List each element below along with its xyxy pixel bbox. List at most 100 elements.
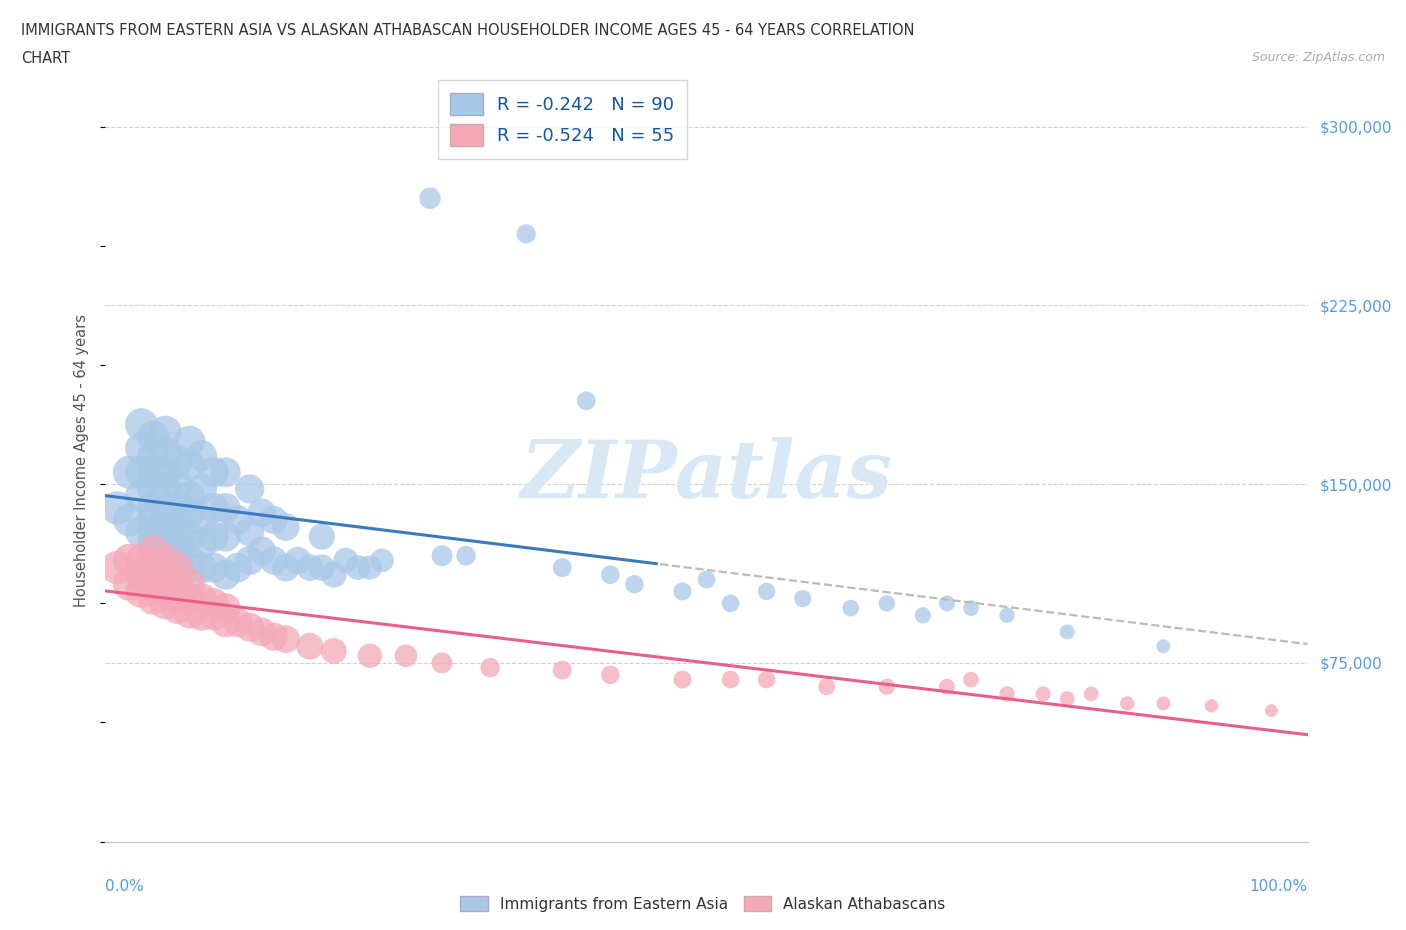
Legend: Immigrants from Eastern Asia, Alaskan Athabascans: Immigrants from Eastern Asia, Alaskan At…: [454, 889, 952, 918]
Point: [335, 553, 357, 568]
Point: [166, 537, 188, 551]
Point: [839, 601, 862, 616]
Point: [202, 500, 225, 515]
Point: [131, 584, 153, 599]
Point: [142, 429, 165, 444]
Point: [142, 537, 165, 551]
Point: [166, 500, 188, 515]
Point: [250, 625, 273, 640]
Point: [551, 663, 574, 678]
Point: [131, 488, 153, 503]
Point: [166, 520, 188, 535]
Point: [214, 465, 236, 480]
Point: [263, 512, 285, 527]
Point: [1080, 686, 1102, 701]
Point: [202, 560, 225, 575]
Point: [155, 482, 177, 497]
Point: [599, 668, 621, 683]
Point: [250, 543, 273, 558]
Point: [395, 648, 418, 663]
Point: [155, 445, 177, 460]
Point: [430, 656, 453, 671]
Point: [287, 553, 309, 568]
Point: [755, 672, 778, 687]
Point: [155, 567, 177, 582]
Point: [960, 672, 983, 687]
Point: [250, 505, 273, 520]
Point: [118, 512, 141, 527]
Point: [1116, 696, 1139, 711]
Point: [118, 577, 141, 591]
Point: [190, 482, 212, 497]
Point: [155, 553, 177, 568]
Point: [190, 537, 212, 551]
Point: [311, 560, 333, 575]
Point: [155, 529, 177, 544]
Point: [419, 191, 441, 206]
Text: 100.0%: 100.0%: [1250, 879, 1308, 894]
Point: [118, 553, 141, 568]
Point: [166, 453, 188, 468]
Point: [274, 520, 297, 535]
Point: [142, 591, 165, 606]
Point: [311, 529, 333, 544]
Point: [671, 672, 693, 687]
Point: [118, 465, 141, 480]
Y-axis label: Householder Income Ages 45 - 64 years: Householder Income Ages 45 - 64 years: [75, 313, 90, 607]
Point: [623, 577, 645, 591]
Point: [671, 584, 693, 599]
Point: [298, 639, 321, 654]
Point: [995, 686, 1018, 701]
Point: [755, 584, 778, 599]
Point: [190, 448, 212, 463]
Point: [190, 591, 212, 606]
Point: [515, 227, 537, 242]
Point: [166, 577, 188, 591]
Point: [179, 529, 201, 544]
Point: [876, 679, 898, 694]
Point: [1032, 686, 1054, 701]
Point: [214, 601, 236, 616]
Point: [226, 512, 249, 527]
Point: [202, 529, 225, 544]
Point: [202, 465, 225, 480]
Point: [131, 441, 153, 456]
Point: [936, 679, 959, 694]
Point: [876, 596, 898, 611]
Point: [575, 393, 598, 408]
Point: [166, 601, 188, 616]
Point: [179, 605, 201, 620]
Point: [179, 577, 201, 591]
Point: [1260, 703, 1282, 718]
Point: [131, 553, 153, 568]
Point: [960, 601, 983, 616]
Text: Source: ZipAtlas.com: Source: ZipAtlas.com: [1251, 51, 1385, 64]
Point: [1152, 639, 1174, 654]
Point: [142, 543, 165, 558]
Point: [142, 465, 165, 480]
Point: [190, 560, 212, 575]
Point: [179, 505, 201, 520]
Point: [322, 644, 344, 658]
Point: [1056, 625, 1078, 640]
Point: [792, 591, 814, 606]
Point: [226, 615, 249, 630]
Point: [131, 525, 153, 539]
Point: [155, 465, 177, 480]
Point: [131, 567, 153, 582]
Point: [142, 482, 165, 497]
Point: [720, 672, 742, 687]
Point: [239, 482, 262, 497]
Point: [155, 543, 177, 558]
Point: [155, 596, 177, 611]
Point: [239, 525, 262, 539]
Point: [815, 679, 838, 694]
Point: [1152, 696, 1174, 711]
Point: [142, 525, 165, 539]
Point: [131, 418, 153, 432]
Point: [239, 619, 262, 634]
Point: [430, 549, 453, 564]
Text: CHART: CHART: [21, 51, 70, 66]
Point: [696, 572, 718, 587]
Point: [179, 591, 201, 606]
